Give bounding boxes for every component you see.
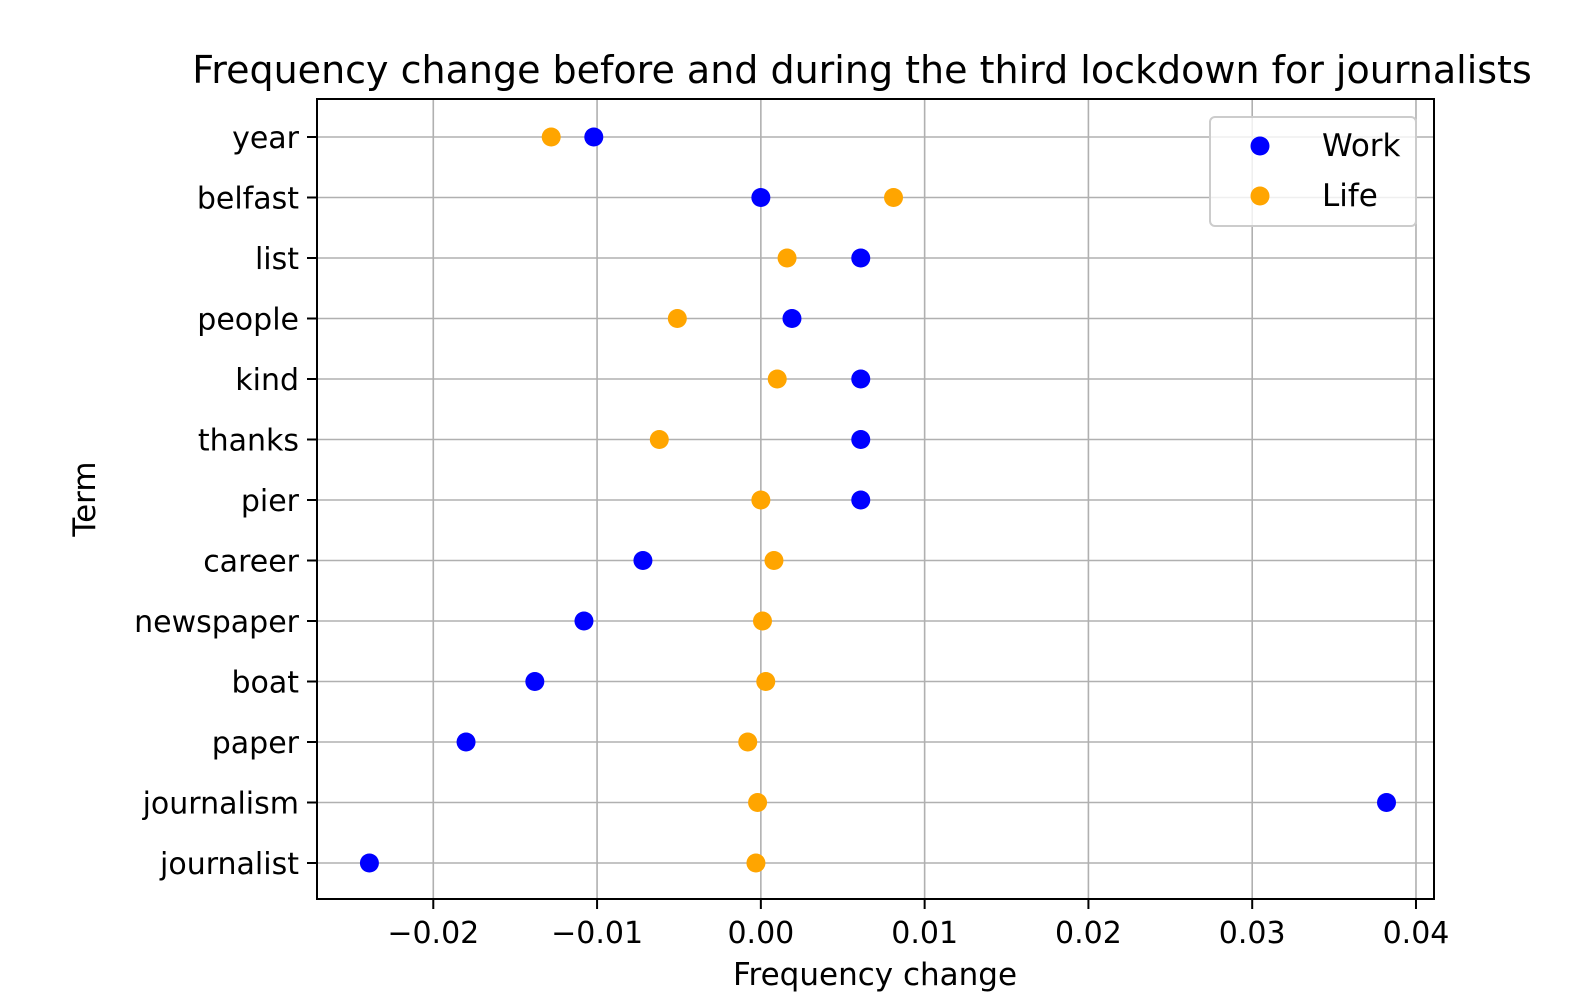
point-life-newspaper [752, 611, 772, 631]
point-life-paper [738, 732, 758, 752]
point-work-year [584, 127, 604, 147]
y-tick-label: pier [241, 484, 300, 519]
data-points [359, 127, 1397, 873]
point-work-list [851, 248, 871, 268]
point-work-boat [525, 672, 545, 691]
point-life-pier [751, 490, 771, 510]
x-tick-label: 0.02 [1055, 916, 1122, 951]
y-tick-label: year [232, 121, 300, 156]
y-tick-label: journalism [142, 787, 299, 822]
point-life-boat [756, 672, 776, 691]
y-tick-label: belfast [197, 182, 299, 217]
y-tick-label: kind [235, 363, 299, 398]
y-axis-label: Term [67, 461, 103, 537]
grid [317, 99, 1434, 899]
legend: Work Life [1209, 116, 1417, 227]
legend-label-work: Work [1322, 128, 1401, 164]
legend-label-life: Life [1322, 178, 1378, 214]
point-work-people [782, 309, 802, 328]
y-tick-label: journalist [159, 847, 299, 882]
point-work-kind [851, 369, 871, 389]
x-tick-label: −0.01 [551, 916, 643, 951]
point-work-journalist [359, 853, 379, 873]
point-life-people [667, 309, 687, 328]
point-work-career [633, 551, 653, 570]
point-life-list [777, 248, 797, 268]
point-life-career [764, 551, 784, 570]
y-tick-label: newspaper [134, 605, 300, 640]
x-axis-label: Frequency change [733, 957, 1017, 993]
point-life-kind [767, 369, 787, 389]
legend-marker-work [1250, 136, 1270, 156]
point-work-belfast [751, 188, 771, 207]
y-tick-label: boat [231, 666, 299, 701]
point-work-newspaper [574, 611, 594, 631]
chart-title: Frequency change before and during the t… [192, 48, 1532, 92]
point-life-belfast [884, 188, 904, 207]
point-work-thanks [851, 430, 871, 449]
x-tick-label: 0.01 [891, 916, 958, 951]
point-work-journalism [1377, 793, 1397, 812]
x-tick-label: 0.03 [1219, 916, 1286, 951]
y-tick-label: thanks [198, 424, 299, 459]
x-tick-label: 0.04 [1383, 916, 1450, 951]
y-tick-label: list [255, 242, 299, 277]
plot-frame [316, 98, 1435, 900]
point-life-journalism [748, 793, 768, 812]
x-axis-ticks: −0.02 −0.01 0.00 0.01 0.02 0.03 0.04 [387, 899, 1449, 951]
point-life-year [541, 127, 561, 147]
point-life-journalist [746, 853, 766, 873]
y-tick-label: people [197, 303, 299, 338]
y-axis-ticks: year belfast list people kind thanks pier caree… [134, 121, 317, 882]
legend-marker-life [1250, 186, 1270, 206]
x-tick-label: −0.02 [387, 916, 479, 951]
point-work-pier [851, 490, 871, 510]
point-life-thanks [649, 430, 669, 449]
y-tick-label: paper [212, 726, 300, 761]
x-tick-label: 0.00 [727, 916, 794, 951]
y-tick-label: career [203, 545, 299, 580]
point-work-paper [456, 732, 476, 752]
